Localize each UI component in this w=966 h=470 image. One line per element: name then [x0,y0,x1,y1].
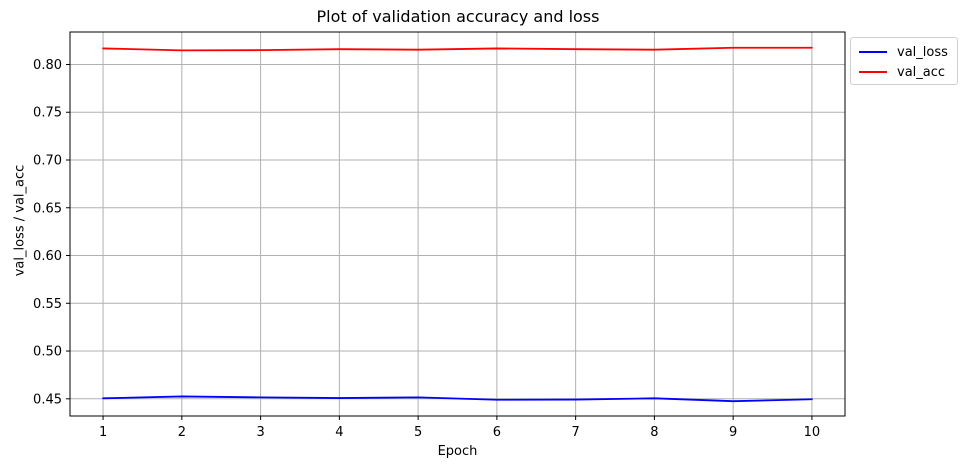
x-tick-label: 7 [571,425,579,440]
x-tick-label: 3 [256,425,264,440]
legend-label-val-loss: val_loss [897,44,948,60]
x-tick-label: 8 [650,425,658,440]
grid-layer [70,32,845,416]
legend-swatch-val-acc [859,71,887,73]
legend-label-val-acc: val_acc [897,64,946,80]
x-tick-label: 9 [729,425,737,440]
x-tick-label: 5 [414,425,422,440]
tick-layer: 1 2 3 4 5 6 7 8 9 10 0.45 0.50 0.55 0.60 0.65 0.70 0.75 0… [33,58,820,440]
x-axis-label: Epoch [437,444,478,459]
series-line-val-acc [102,46,813,52]
series-line-val-loss [102,395,813,403]
plot-frame [69,31,846,417]
x-tick-label: 2 [178,425,186,440]
y-tick-label: 0.45 [33,392,62,407]
x-tick-label: 10 [804,425,821,440]
legend-item-val-acc: val_acc [859,63,945,81]
y-tick-label: 0.70 [33,154,62,169]
y-axis-label: val_loss / val_acc [12,164,28,277]
y-tick-label: 0.50 [33,345,62,360]
y-tick-label: 0.60 [33,249,62,264]
legend-swatch-val-loss [859,51,887,53]
legend: val_loss val_acc [850,37,958,85]
chart-title: Plot of validation accuracy and loss [316,7,600,26]
x-tick-label: 1 [99,425,107,440]
x-tick-label: 4 [335,425,343,440]
y-tick-label: 0.55 [33,297,62,312]
y-tick-label: 0.75 [33,106,62,121]
series-layer [102,46,813,403]
y-tick-label: 0.65 [33,201,62,216]
y-tick-label: 0.80 [33,58,62,73]
x-tick-label: 6 [493,425,501,440]
legend-item-val-loss: val_loss [859,43,948,61]
